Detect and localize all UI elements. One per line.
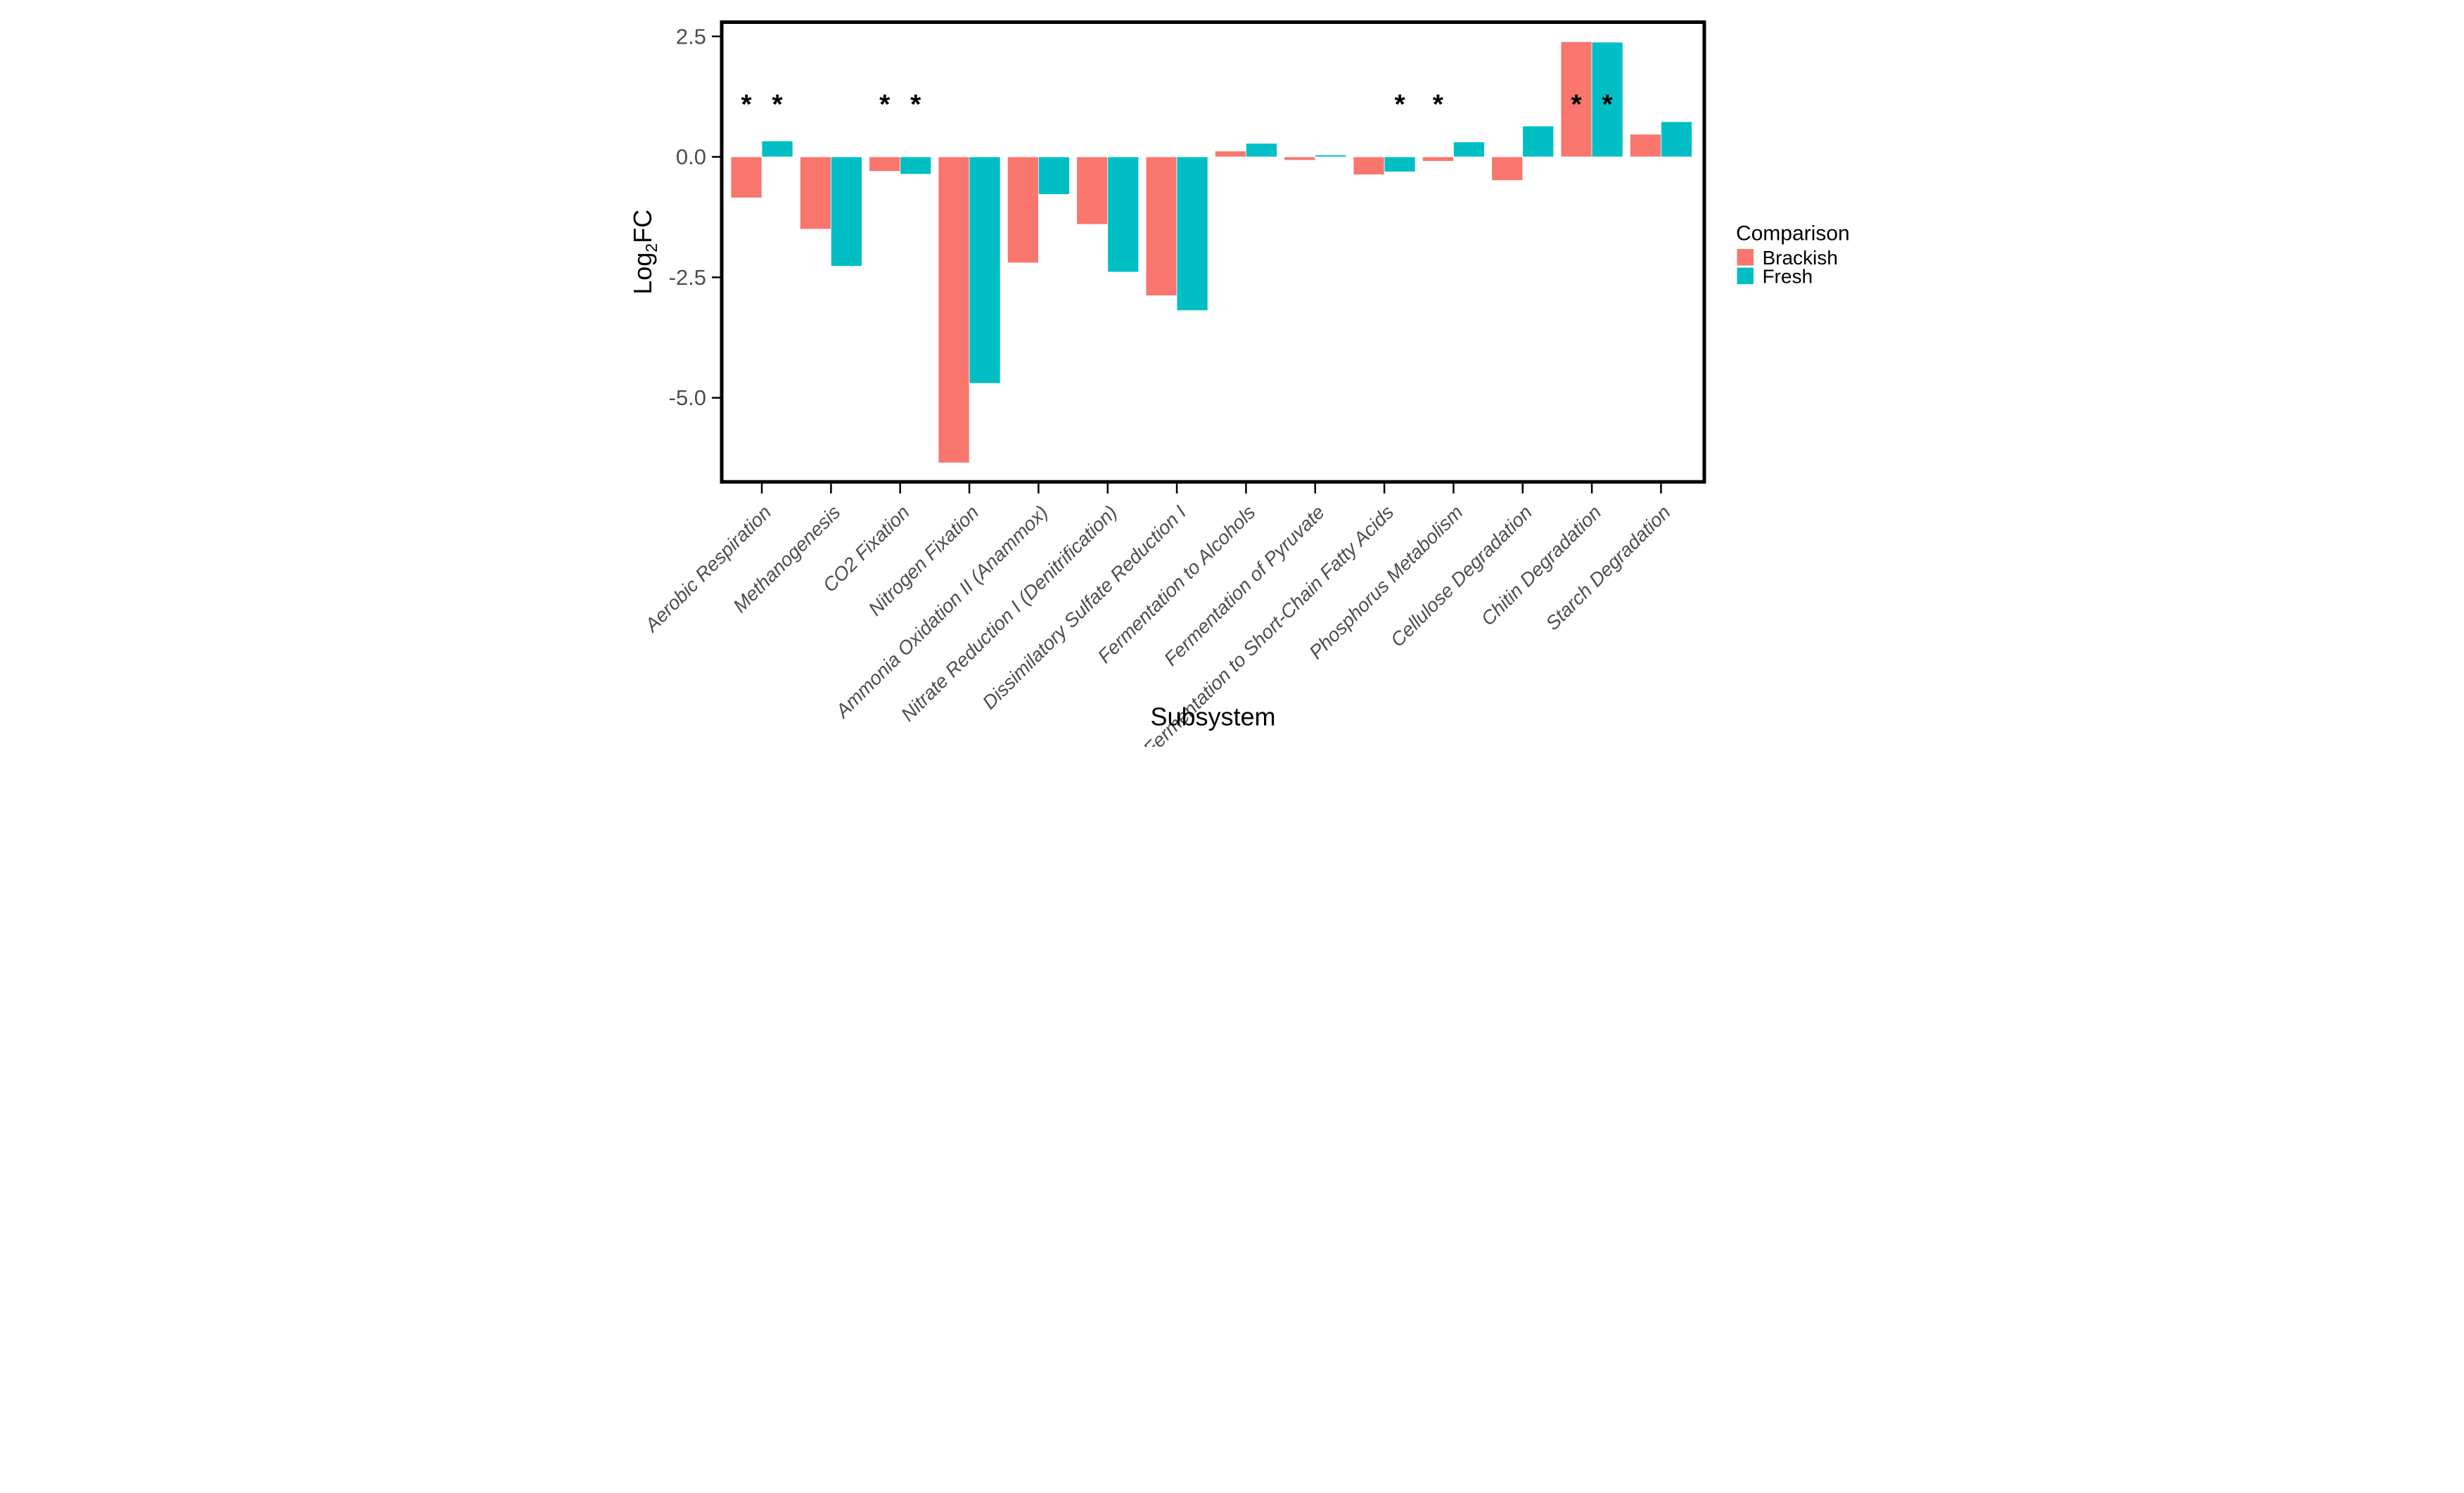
x-tick-label-13: Starch Degradation	[1541, 501, 1674, 634]
panel-border	[720, 20, 1706, 484]
bar-brackish-7	[1214, 150, 1246, 158]
bar-brackish-11	[1490, 156, 1523, 181]
legend-title: Comparison	[1735, 222, 1848, 245]
significance-asterisk-0-0: *	[741, 89, 752, 120]
y-tick-label-2: -2.5	[668, 265, 706, 290]
significance-asterisk-9-1: *	[1394, 89, 1405, 120]
legend-label-brackish: Brackish	[1762, 247, 1837, 269]
bar-brackish-13	[1629, 134, 1661, 158]
significance-asterisk-0-1: *	[772, 89, 783, 120]
y-tick-label-1: 0.0	[675, 145, 706, 169]
bar-brackish-2	[868, 156, 900, 172]
bar-fresh-11	[1521, 125, 1554, 158]
x-tick-label-0: Aerobic Respiration	[639, 501, 775, 637]
y-axis-title: Log2FC	[628, 210, 660, 295]
significance-asterisk-12-1: *	[1602, 89, 1613, 120]
bar-brackish-4	[1007, 156, 1039, 264]
log2fc-grouped-bar-chart: * * * * * * * * 2.5 0.0 -2.5 -5.0 Aerobic Respiratio…	[615, 0, 1849, 747]
significance-asterisk-2-0: *	[879, 89, 891, 120]
bar-brackish-8	[1283, 156, 1315, 161]
bar-brackish-0	[730, 156, 762, 198]
legend-swatch-fresh	[1736, 267, 1754, 285]
chart-canvas: * * * * * * * * 2.5 0.0 -2.5 -5.0 Aerobic Respiratio…	[615, 0, 1849, 747]
bar-fresh-12	[1591, 41, 1623, 158]
bar-brackish-9	[1353, 156, 1384, 175]
bar-fresh-7	[1245, 143, 1277, 158]
bar-fresh-2	[899, 156, 931, 175]
bar-brackish-1	[799, 156, 831, 230]
bar-brackish-10	[1422, 156, 1454, 162]
bar-fresh-10	[1453, 141, 1485, 158]
bar-fresh-6	[1176, 156, 1208, 312]
legend-swatch-brackish	[1736, 249, 1754, 266]
significance-asterisk-12-0: *	[1571, 89, 1582, 120]
x-tick-label-11: Cellulose Degradation	[1386, 501, 1536, 651]
bar-fresh-3	[969, 156, 1000, 384]
bar-brackish-6	[1145, 156, 1177, 296]
x-tick-label-12: Chitin Degradation	[1476, 501, 1605, 630]
significance-asterisk-10-0: *	[1432, 89, 1443, 120]
bar-fresh-1	[830, 156, 862, 267]
y-tick-label-0: 2.5	[675, 24, 706, 49]
y-tick-label-3: -5.0	[668, 385, 706, 410]
plot-panel	[721, 22, 1704, 482]
bar-fresh-9	[1384, 156, 1415, 172]
bar-brackish-5	[1075, 156, 1108, 225]
bar-fresh-8	[1314, 154, 1346, 158]
bar-fresh-4	[1038, 156, 1070, 195]
bar-fresh-13	[1660, 121, 1692, 158]
legend-label-fresh: Fresh	[1762, 266, 1813, 288]
bar-fresh-5	[1106, 156, 1139, 273]
bar-fresh-0	[761, 141, 793, 158]
bar-brackish-12	[1560, 41, 1592, 158]
significance-asterisk-2-1: *	[910, 89, 921, 120]
x-axis-title: Subsystem	[1150, 702, 1275, 731]
bar-brackish-3	[938, 156, 969, 463]
